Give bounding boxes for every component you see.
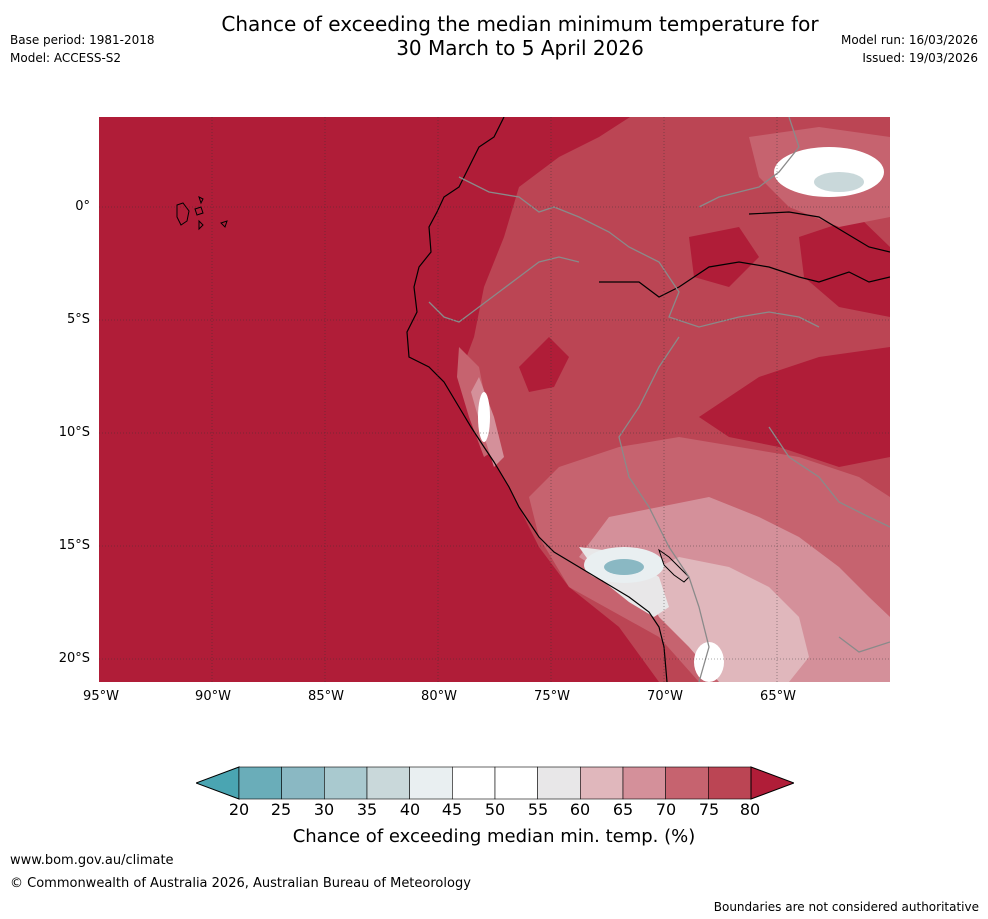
lat-label-5s: 5°S	[66, 312, 90, 327]
boundary-4	[698, 117, 800, 208]
meta-left: Base period: 1981-2018 Model: ACCESS-S2	[10, 31, 155, 67]
title-line-2: 30 March to 5 April 2026	[396, 36, 644, 60]
colorbar-tick-80: 80	[739, 800, 761, 819]
zone-45-55-coast	[478, 392, 490, 442]
lon-label-65w: 65°W	[760, 689, 796, 704]
colorbar-bin-60-65	[580, 766, 624, 800]
colorbar-bin-65-70	[622, 766, 666, 800]
colorbar-tick-45: 45	[441, 800, 463, 819]
lon-label-75w: 75°W	[534, 689, 570, 704]
island-5	[198, 196, 204, 205]
colorbar-extend-below	[196, 766, 240, 800]
lat-label-0: 0°	[75, 199, 90, 214]
river-north	[748, 211, 890, 253]
lon-label-85w: 85°W	[308, 689, 344, 704]
colorbar-bin-20-25	[238, 766, 282, 800]
lon-label-70w: 70°W	[647, 689, 683, 704]
colorbar-extend-above	[750, 766, 794, 800]
model-run: Model run: 16/03/2026	[840, 33, 978, 47]
colorbar-tick-50: 50	[484, 800, 506, 819]
island-2	[194, 206, 204, 216]
disclaimer-text: Boundaries are not considered authoritat…	[713, 900, 979, 914]
copyright-text: © Commonwealth of Australia 2026, Austra…	[10, 876, 471, 891]
model-name: Model: ACCESS-S2	[10, 51, 122, 65]
lat-label-15s: 15°S	[58, 538, 90, 553]
colorbar-tick-60: 60	[569, 800, 591, 819]
colorbar-bin-35-40	[366, 766, 410, 800]
zone-40-45-ne	[814, 172, 864, 192]
river-amazon	[599, 261, 890, 298]
lon-label-90w: 90°W	[195, 689, 231, 704]
zone-60-65	[639, 557, 809, 682]
lon-label-80w: 80°W	[421, 689, 457, 704]
island-4	[220, 220, 228, 228]
boundary-1	[458, 176, 820, 328]
colorbar-tick-55: 55	[527, 800, 549, 819]
lat-label-10s: 10°S	[58, 425, 90, 440]
colorbar-title: Chance of exceeding median min. temp. (%…	[292, 826, 696, 847]
colorbar-tick-70: 70	[655, 800, 677, 819]
base-period: Base period: 1981-2018	[10, 33, 155, 47]
colorbar-tick-35: 35	[356, 800, 378, 819]
colorbar-bin-30-35	[324, 766, 368, 800]
lake-titicaca	[658, 548, 690, 583]
colorbar-bin-45-50	[452, 766, 496, 800]
probability-map	[99, 117, 890, 682]
colorbar-tick-20: 20	[228, 800, 250, 819]
island-3	[198, 219, 204, 231]
colorbar-bin-40-45	[409, 766, 453, 800]
colorbar-tick-40: 40	[399, 800, 421, 819]
issued-date: Issued: 19/03/2026	[862, 51, 978, 65]
zone-30-40-coast-s	[604, 559, 644, 575]
colorbar-tick-65: 65	[612, 800, 634, 819]
colorbar-bin-70-75	[665, 766, 709, 800]
colorbar-tick-25: 25	[270, 800, 292, 819]
patch-over-80-amazon	[689, 227, 759, 287]
chart-title: Chance of exceeding the median minimum t…	[0, 12, 988, 60]
boundary-3	[618, 336, 710, 682]
colorbar-bin-75-80	[708, 766, 752, 800]
patch-over-80-central	[519, 337, 569, 392]
website-link[interactable]: www.bom.gov.au/climate	[10, 853, 174, 868]
lon-label-95w: 95°W	[83, 689, 119, 704]
colorbar-bin-25-30	[281, 766, 325, 800]
patch-over-80-east	[799, 217, 890, 317]
meta-right: Model run: 16/03/2026 Issued: 19/03/2026	[841, 31, 978, 67]
colorbar-tick-75: 75	[698, 800, 720, 819]
boundary-2	[428, 256, 580, 323]
island-1	[176, 202, 190, 226]
coastline	[406, 117, 668, 682]
colorbar-bin-55-60	[537, 766, 581, 800]
colorbar-tick-30: 30	[313, 800, 335, 819]
title-line-1: Chance of exceeding the median minimum t…	[221, 12, 819, 36]
boundary-6	[838, 636, 890, 653]
lat-label-20s: 20°S	[58, 651, 90, 666]
gridlines	[99, 117, 890, 682]
patch-over-80-north	[699, 347, 890, 467]
colorbar	[196, 766, 794, 800]
boundary-5	[768, 426, 890, 528]
colorbar-bin-50-55	[494, 766, 538, 800]
